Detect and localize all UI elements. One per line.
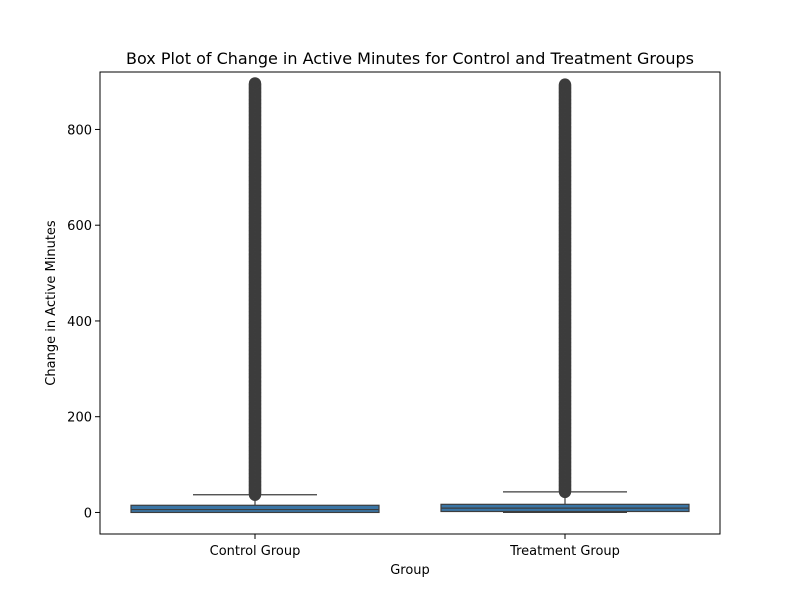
y-tick-label: 800 xyxy=(67,123,92,138)
y-tick-label: 400 xyxy=(67,315,92,330)
outlier-point xyxy=(558,78,572,91)
y-tick-label: 600 xyxy=(67,219,92,234)
y-tick-label: 200 xyxy=(67,411,92,426)
x-axis-label: Group xyxy=(390,563,430,578)
box-group-1 xyxy=(130,77,380,514)
x-tick-label: Treatment Group xyxy=(509,544,620,559)
plot-area xyxy=(130,77,690,514)
y-tick-label: 0 xyxy=(84,506,92,521)
outlier-point xyxy=(248,77,262,90)
x-tick-label: Control Group xyxy=(210,544,301,559)
y-axis-label: Change in Active Minutes xyxy=(44,220,59,386)
plot-frame xyxy=(99,71,721,535)
chart-title: Box Plot of Change in Active Minutes for… xyxy=(126,49,694,68)
box-group-2 xyxy=(440,78,690,514)
box-iqr xyxy=(130,504,380,514)
